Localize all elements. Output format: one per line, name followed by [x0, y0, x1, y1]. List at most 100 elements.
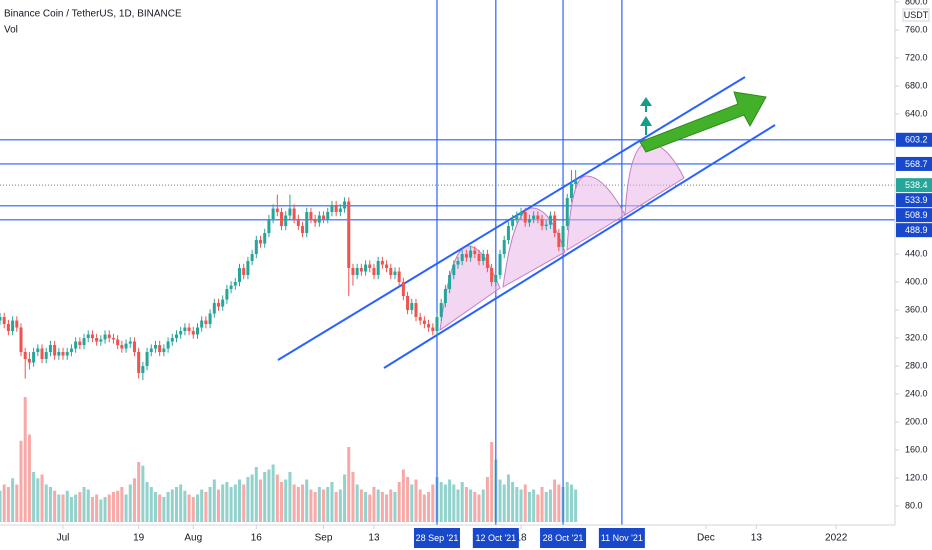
volume-bar: [263, 472, 267, 522]
date-tag-label: 28 Oct '21: [543, 533, 584, 543]
candle-body: [448, 275, 452, 290]
volume-bar: [313, 492, 317, 522]
volume-bar: [107, 494, 111, 522]
price-tag: [896, 178, 932, 193]
candle-body: [494, 275, 498, 283]
volume-bar: [191, 497, 195, 522]
candle-body: [498, 254, 502, 276]
candle-body: [326, 212, 330, 220]
candle-body: [431, 327, 435, 332]
y-tick-label: 440.0: [905, 248, 928, 258]
volume-bar: [153, 492, 157, 522]
x-tick-label: 16: [251, 533, 263, 544]
candle-body: [111, 338, 115, 340]
candle-body: [393, 271, 397, 276]
volume-bar: [11, 478, 15, 522]
candle-body: [153, 345, 157, 349]
volume-bar: [145, 482, 149, 522]
y-tick-label: 280.0: [905, 360, 928, 370]
volume-bar: [149, 487, 153, 522]
volume-bar: [515, 487, 519, 522]
volume-bar: [347, 447, 351, 522]
volume-bar: [309, 489, 313, 522]
volume-bar: [78, 492, 82, 522]
volume-bar: [254, 467, 258, 522]
y-tick-label: 160.0: [905, 444, 928, 454]
volume-bar: [95, 494, 99, 522]
volume-bar: [280, 482, 284, 522]
axis-layer: 800.0 760.0 720.0 680.0 640.0 440.0 400.0 360.0…: [57, 0, 932, 548]
volume-bar: [132, 478, 136, 522]
candle-body: [212, 303, 216, 314]
candle-body: [86, 334, 90, 339]
candle-body: [263, 233, 267, 244]
volume-bar: [242, 484, 246, 522]
volume-bar: [481, 489, 485, 522]
volume-bar: [6, 487, 10, 522]
volume-bar: [111, 492, 115, 522]
candle-body: [27, 359, 31, 363]
price-tag-label: 568.7: [905, 159, 928, 169]
candle-body: [280, 212, 284, 227]
volume-bar: [355, 484, 359, 522]
volume-bar: [334, 492, 338, 522]
volume-bar: [233, 484, 237, 522]
candle-body: [368, 264, 372, 269]
candle-body: [128, 341, 132, 344]
up-arrow: [640, 97, 652, 112]
volume-bar: [36, 478, 40, 522]
candle-body: [107, 334, 111, 339]
y-tick-label: 720.0: [905, 52, 928, 62]
candle-body: [132, 341, 136, 353]
date-tag: [472, 528, 519, 548]
x-tick-label: 2022: [825, 533, 848, 544]
volume-bar: [427, 492, 431, 522]
volume-bar: [410, 484, 414, 522]
volume-bar: [69, 497, 73, 522]
volume-bar: [569, 484, 573, 522]
candle-body: [15, 320, 19, 328]
x-tick-label: Dec: [697, 533, 715, 544]
candle-body: [179, 331, 183, 335]
volume-bar: [540, 487, 544, 522]
candle-body: [309, 212, 313, 220]
volume-bar: [338, 489, 342, 522]
volume-bar: [292, 484, 296, 522]
candle-body: [237, 268, 242, 283]
volume-bar: [372, 487, 376, 522]
volume-bar: [275, 474, 279, 522]
date-tag-label: 28 Sep '21: [416, 533, 459, 543]
candle-body: [208, 313, 212, 325]
volume-bar: [397, 482, 401, 522]
volume-bar: [40, 474, 44, 522]
volume-bar: [406, 477, 410, 522]
candle-body: [141, 366, 145, 374]
candle-body: [254, 240, 258, 255]
candle-body: [410, 303, 414, 311]
candle-body: [330, 205, 334, 213]
x-tick-label: 18: [515, 533, 527, 544]
candle-body: [385, 264, 389, 269]
volume-bar: [90, 497, 94, 522]
volume-bar: [477, 494, 481, 522]
candle-body: [536, 215, 540, 220]
y-tick-label: 760.0: [905, 24, 928, 34]
volume-bar: [124, 494, 128, 522]
volume-bar: [103, 497, 107, 522]
candle-body: [149, 348, 153, 353]
x-tick-label: Sep: [315, 533, 333, 544]
candle-body: [166, 341, 170, 349]
channel-line: [383, 124, 776, 369]
candle-body: [69, 348, 73, 353]
candle-body: [406, 296, 410, 311]
volume-bar: [162, 497, 166, 522]
candle-body: [296, 219, 300, 227]
candle-body: [44, 352, 48, 360]
date-tag-label: 11 Nov '21: [601, 533, 643, 543]
volume-bar: [170, 489, 174, 522]
candle-body: [124, 343, 128, 349]
volume-bar: [326, 487, 330, 522]
y-tick-label: 640.0: [905, 108, 928, 118]
candle-body: [229, 285, 233, 290]
volume-bar: [82, 487, 86, 522]
